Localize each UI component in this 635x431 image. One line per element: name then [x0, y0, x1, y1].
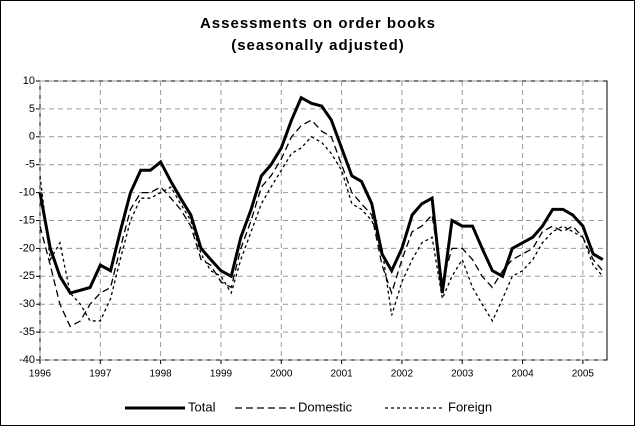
y-tick-label: -35 [19, 326, 35, 338]
y-tick-label: 10 [23, 75, 35, 87]
y-tick-label: -10 [19, 187, 35, 199]
y-tick-label: -40 [19, 354, 35, 366]
line-series [38, 95, 604, 295]
y-tick-label: 0 [29, 131, 35, 143]
x-tick-label: 2003 [451, 369, 474, 380]
x-tick-label: 2005 [572, 369, 595, 380]
y-tick-label: 5 [29, 103, 35, 115]
y-tick-label: -15 [19, 214, 35, 226]
chart-title: Assessments on order books [200, 15, 436, 32]
x-tick-label: 2004 [511, 369, 534, 380]
x-tick-label: 2001 [330, 369, 353, 380]
x-tick-label: 2000 [270, 369, 293, 380]
line-series [39, 135, 604, 323]
chart-subtitle: (seasonally adjusted) [231, 37, 405, 54]
x-tick-label: 1998 [150, 369, 173, 380]
y-tick-label: -20 [19, 242, 35, 254]
legend-label: Foreign [448, 399, 492, 414]
y-tick-label: -25 [19, 270, 35, 282]
x-tick-label: 2002 [391, 369, 414, 380]
line-series [39, 119, 604, 328]
y-tick-label: -30 [19, 298, 35, 310]
x-tick-label: 1997 [89, 369, 112, 380]
x-tick-label: 1996 [29, 369, 52, 380]
legend-label: Total [188, 399, 216, 414]
legend-label: Domestic [298, 399, 353, 414]
x-tick-label: 1999 [210, 369, 233, 380]
y-tick-label: -5 [25, 159, 35, 171]
